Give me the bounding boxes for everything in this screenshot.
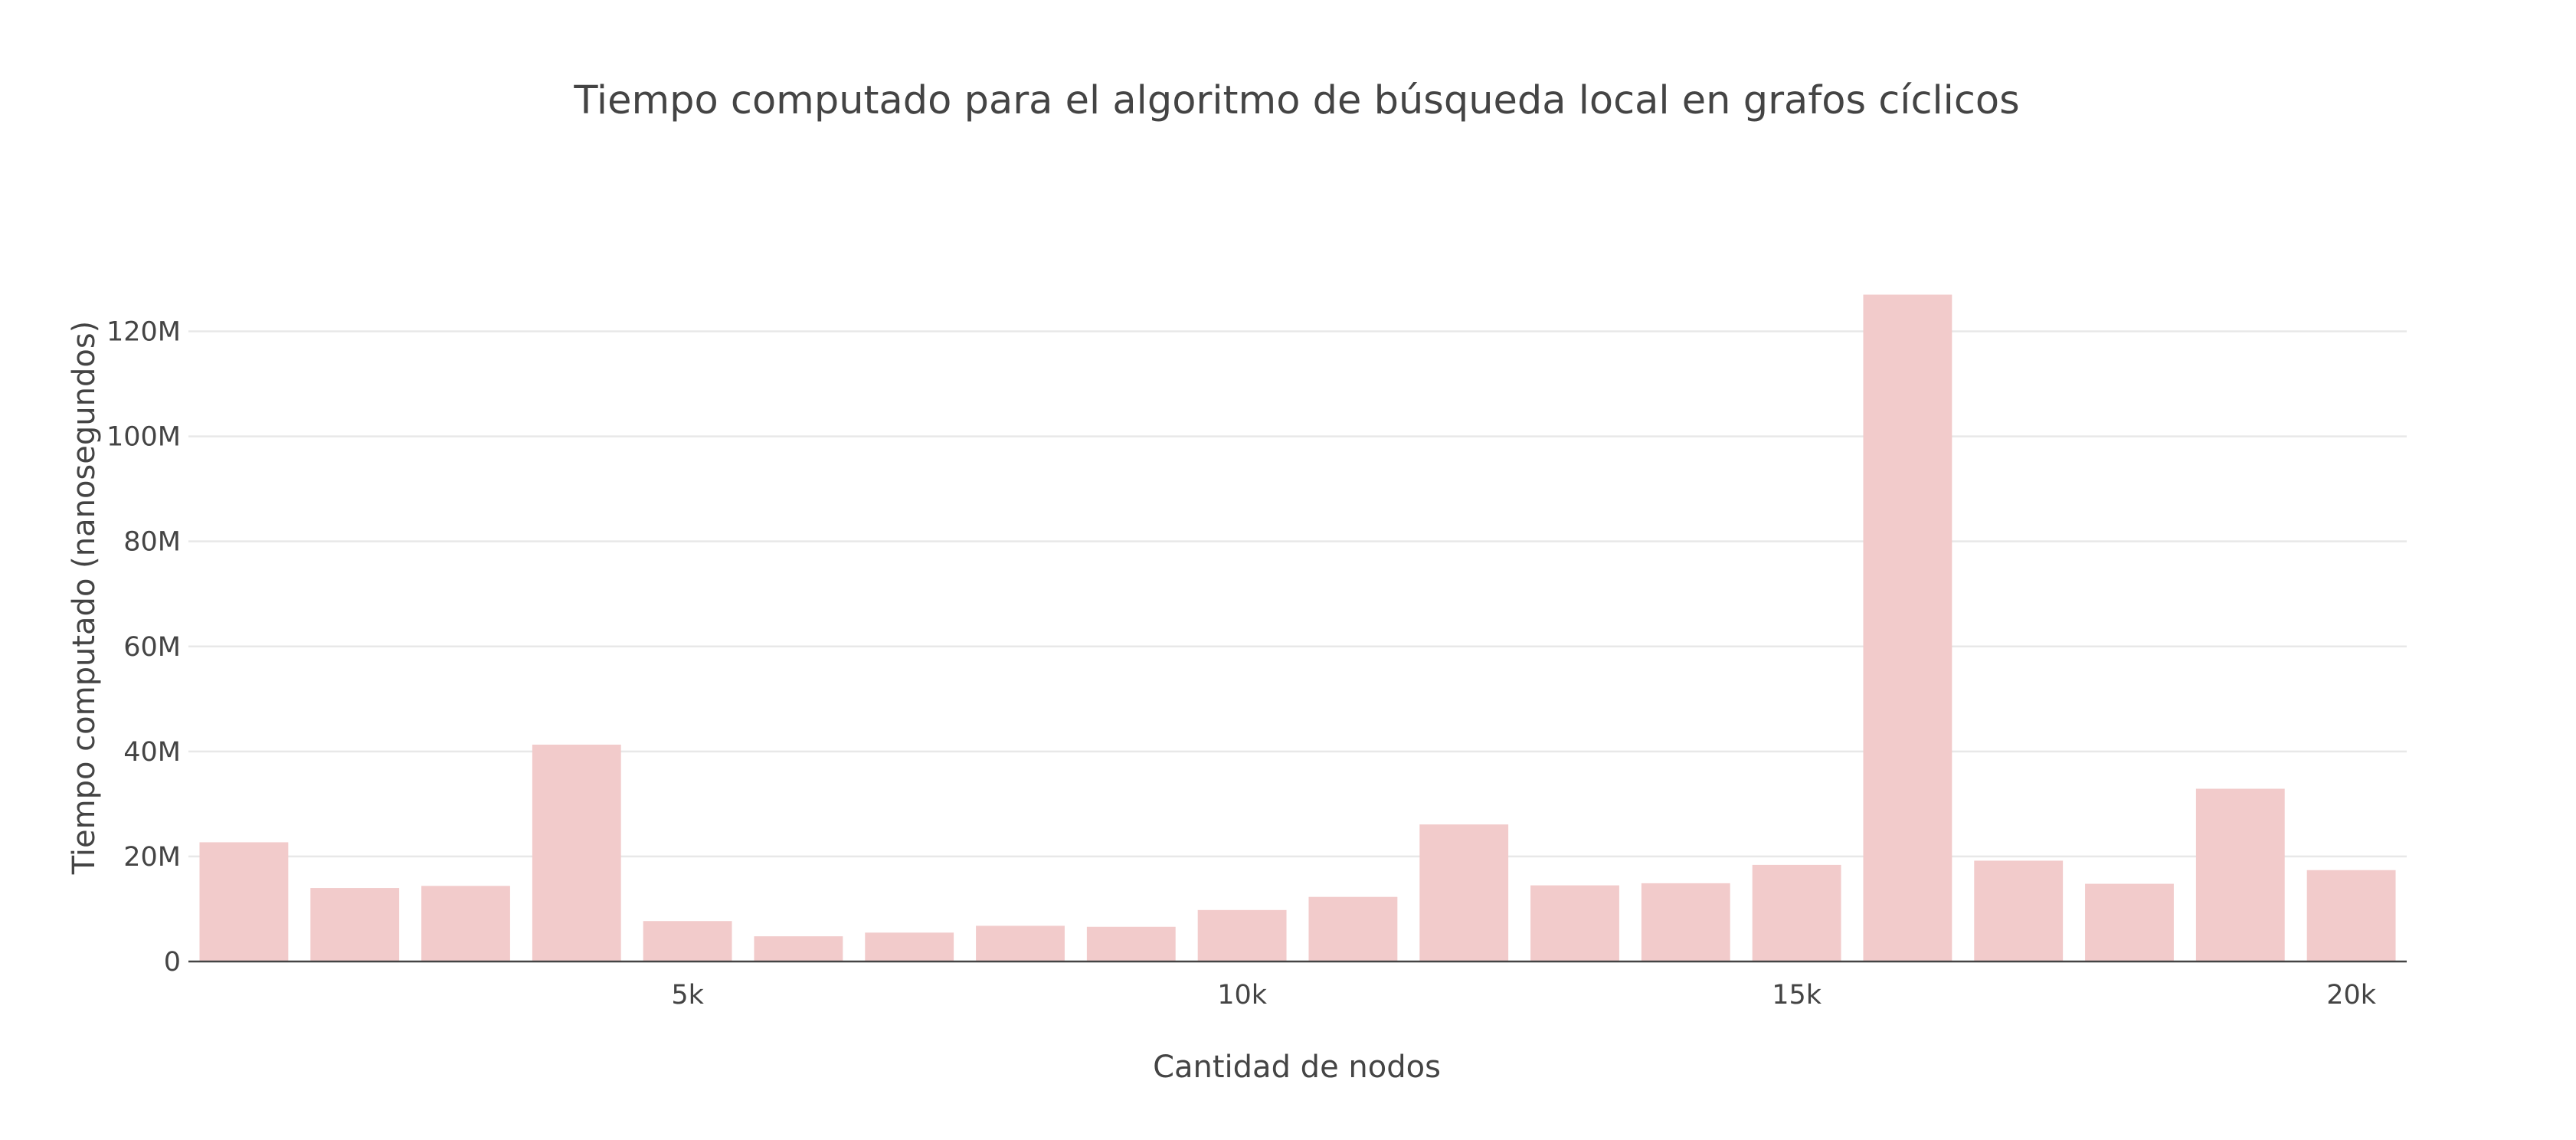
bar bbox=[1974, 860, 2064, 961]
y-tick-label: 0 bbox=[164, 947, 181, 978]
bar bbox=[643, 921, 732, 961]
y-tick-label: 20M bbox=[123, 842, 181, 873]
bar bbox=[2085, 883, 2174, 961]
bar bbox=[1530, 885, 1619, 961]
chart-title: Tiempo computado para el algoritmo de bú… bbox=[573, 78, 2019, 123]
bar bbox=[532, 744, 621, 961]
y-tick-label: 120M bbox=[106, 317, 181, 348]
y-tick-label: 40M bbox=[123, 737, 181, 768]
bar bbox=[2306, 870, 2396, 961]
y-tick-label: 100M bbox=[106, 422, 181, 453]
x-tick-label: 20k bbox=[2326, 980, 2377, 1011]
bar bbox=[1419, 824, 1509, 961]
bar bbox=[865, 932, 954, 961]
x-tick-label: 10k bbox=[1217, 980, 1268, 1011]
y-tick-label: 80M bbox=[123, 527, 181, 558]
bar bbox=[976, 925, 1065, 961]
x-tick-label: 15k bbox=[1772, 980, 1822, 1011]
bar bbox=[1197, 909, 1287, 961]
bar bbox=[199, 842, 289, 961]
bar bbox=[1308, 896, 1398, 961]
bar bbox=[1752, 864, 1841, 961]
bar bbox=[310, 888, 400, 961]
gridlines bbox=[188, 330, 2407, 858]
bar bbox=[1863, 294, 1952, 962]
bar bbox=[2195, 788, 2285, 961]
x-axis-title: Cantidad de nodos bbox=[1153, 1050, 1441, 1085]
bar bbox=[1641, 883, 1730, 961]
x-tick-label: 5k bbox=[671, 980, 704, 1011]
bar bbox=[1086, 926, 1176, 961]
tick-labels: 0 20M 40M 60M 80M 100M 120M 5k 10k 15k 20k bbox=[106, 317, 2377, 1011]
y-axis-title: Tiempo computado (nanosegundos) bbox=[67, 321, 102, 876]
bar bbox=[421, 886, 510, 961]
bars bbox=[199, 294, 2396, 962]
bar bbox=[754, 936, 843, 961]
y-tick-label: 60M bbox=[123, 632, 181, 663]
